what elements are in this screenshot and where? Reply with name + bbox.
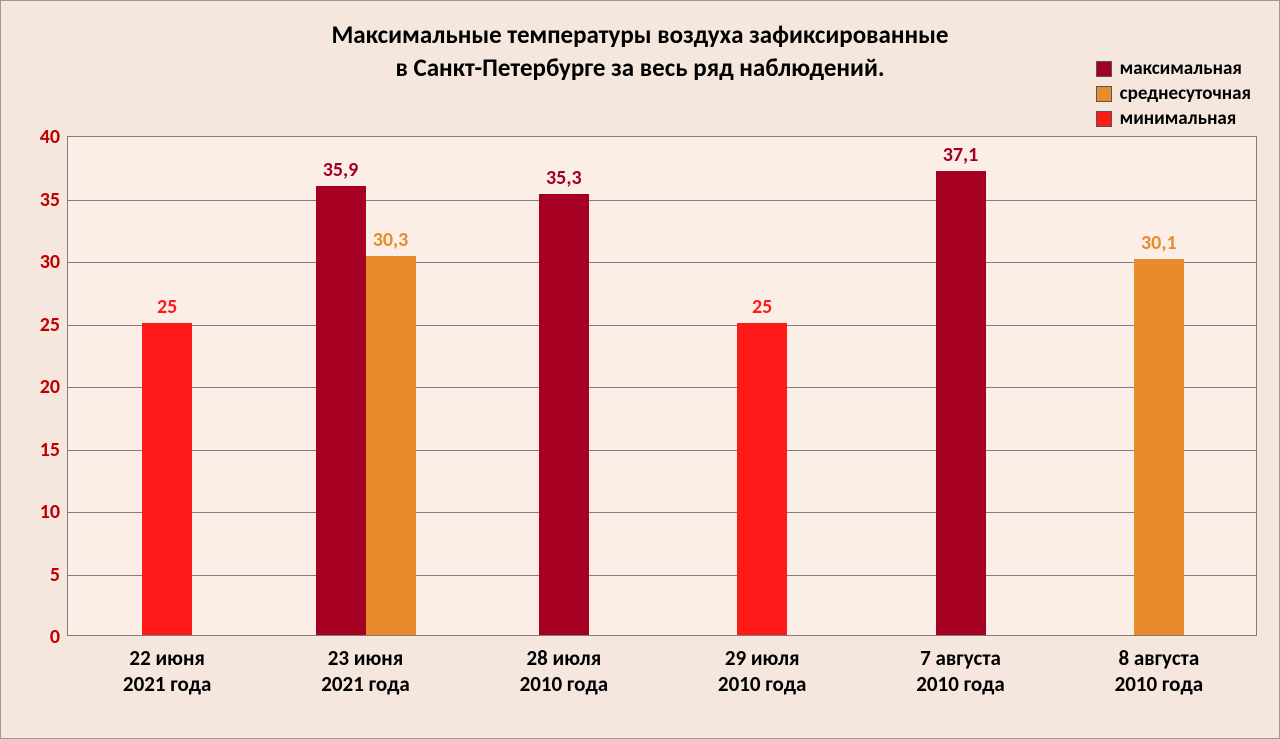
chart-title: Максимальные температуры воздуха зафикси… [1, 19, 1279, 84]
legend: максимальнаясреднесуточнаяминимальная [1096, 57, 1251, 132]
y-tick-label: 25 [40, 313, 60, 337]
x-tick-label: 28 июля2010 года [520, 645, 608, 698]
bar-value-label: 30,3 [373, 228, 409, 252]
y-tick-label: 30 [40, 250, 60, 274]
legend-label: минимальная [1120, 107, 1237, 130]
legend-label: максимальная [1120, 57, 1242, 80]
legend-item: среднесуточная [1096, 82, 1251, 105]
y-tick-label: 5 [50, 563, 60, 587]
x-tick-label: 8 августа2010 года [1115, 645, 1203, 698]
bar-value-label: 35,9 [323, 158, 359, 182]
chart-title-line2: в Санкт-Петербурге за весь ряд наблюдени… [395, 52, 884, 83]
grid-line [68, 200, 1256, 201]
legend-swatch [1096, 111, 1112, 127]
legend-item: максимальная [1096, 57, 1251, 80]
bar-value-label: 37,1 [943, 143, 979, 167]
y-tick-label: 40 [40, 125, 60, 149]
grid-line [68, 387, 1256, 388]
x-tick-label: 22 июня2021 года [123, 645, 211, 698]
y-tick-label: 15 [40, 438, 60, 462]
bar: 35,3 [539, 194, 589, 635]
chart-title-line1: Максимальные температуры воздуха зафикси… [331, 19, 948, 50]
plot-area: 22 июня2021 года23 июня2021 года28 июля2… [67, 136, 1257, 636]
bar: 35,9 [316, 186, 366, 635]
legend-swatch [1096, 61, 1112, 77]
grid-line [68, 575, 1256, 576]
y-tick-label: 10 [40, 500, 60, 524]
x-tick-label: 29 июля2010 года [718, 645, 806, 698]
y-tick-label: 35 [40, 188, 60, 212]
x-tick-label: 23 июня2021 года [321, 645, 409, 698]
legend-swatch [1096, 86, 1112, 102]
bar: 30,3 [366, 256, 416, 635]
bar: 25 [142, 323, 192, 636]
bar-value-label: 25 [157, 295, 177, 319]
grid-line [68, 450, 1256, 451]
grid-line [68, 325, 1256, 326]
bar: 37,1 [936, 171, 986, 635]
grid-line [68, 512, 1256, 513]
bar-value-label: 35,3 [546, 166, 582, 190]
bar: 25 [737, 323, 787, 636]
chart-container: Максимальные температуры воздуха зафикси… [0, 0, 1280, 739]
y-tick-label: 0 [50, 625, 60, 649]
grid-line [68, 262, 1256, 263]
bar-value-label: 25 [752, 295, 772, 319]
bar-value-label: 30,1 [1141, 231, 1177, 255]
legend-item: минимальная [1096, 107, 1251, 130]
bar: 30,1 [1134, 259, 1184, 635]
legend-label: среднесуточная [1120, 82, 1251, 105]
y-tick-label: 20 [40, 375, 60, 399]
x-tick-label: 7 августа2010 года [916, 645, 1004, 698]
